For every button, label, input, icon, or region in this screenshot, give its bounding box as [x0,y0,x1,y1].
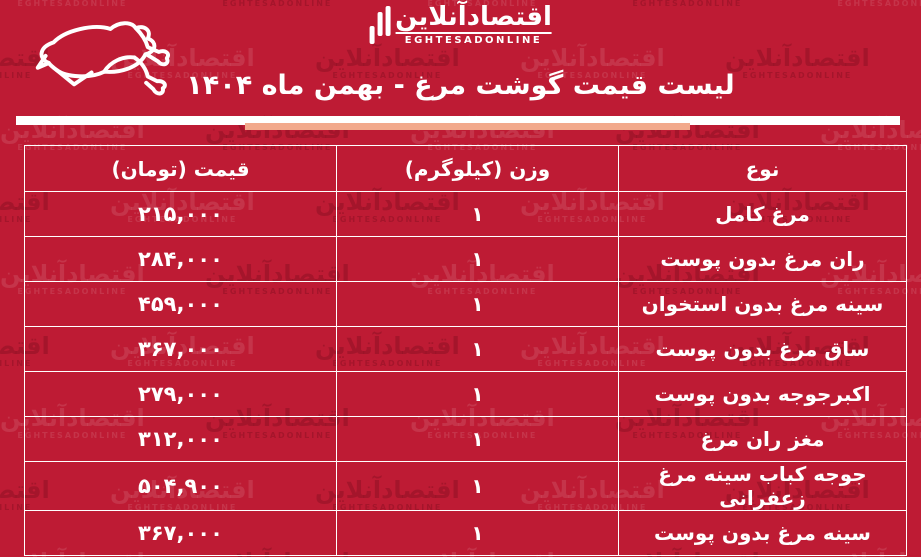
price-cell: ۳۶۷,۰۰۰ [24,510,337,556]
type-cell: ران مرغ بدون پوست [618,236,907,282]
price-table-body: مرغ کامل ۱ ۲۱۵,۰۰۰ ران مرغ بدون پوست ۱ ۲۸۴,۰۰… [24,191,907,556]
header-price: قیمت (تومان) [24,145,337,192]
divider-salmon-bar [245,123,690,130]
price-cell: ۲۱۵,۰۰۰ [24,191,337,237]
weight-cell: ۱ [336,236,619,282]
type-cell: سینه مرغ بدون استخوان [618,281,907,327]
type-cell: ساق مرغ بدون پوست [618,326,907,372]
table-row: ساق مرغ بدون پوست ۱ ۳۶۷,۰۰۰ [24,326,907,372]
weight-cell: ۱ [336,510,619,556]
brand-name-fa: اقتصادآنلاین [395,2,552,32]
type-cell: جوجه کباب سینه مرغ زعفرانی [618,461,907,511]
header-type: نوع [618,145,907,192]
weight-cell: ۱ [336,461,619,511]
table-row: سینه مرغ بدون پوست ۱ ۳۶۷,۰۰۰ [24,510,907,556]
price-cell: ۳۶۷,۰۰۰ [24,326,337,372]
divider-white-bar [16,116,900,125]
chicken-illustration-icon [35,21,171,96]
header-weight: وزن (کیلوگرم) [336,145,619,192]
logo-bars-icon [369,4,391,44]
table-row: جوجه کباب سینه مرغ زعفرانی ۱ ۵۰۴,۹۰۰ [24,461,907,511]
weight-cell: ۱ [336,416,619,462]
table-row: ران مرغ بدون پوست ۱ ۲۸۴,۰۰۰ [24,236,907,282]
page-title: لیست قیمت گوشت مرغ - بهمن ماه ۱۴۰۴ [186,70,735,101]
price-cell: ۴۵۹,۰۰۰ [24,281,337,327]
price-cell: ۲۸۴,۰۰۰ [24,236,337,282]
table-row: سینه مرغ بدون استخوان ۱ ۴۵۹,۰۰۰ [24,281,907,327]
table-row: مغز ران مرغ ۱ ۳۱۲,۰۰۰ [24,416,907,462]
type-cell: سینه مرغ بدون پوست [618,510,907,556]
type-cell: مرغ کامل [618,191,907,237]
weight-cell: ۱ [336,191,619,237]
table-row: مرغ کامل ۱ ۲۱۵,۰۰۰ [24,191,907,237]
table-header-row: نوع وزن (کیلوگرم) قیمت (تومان) [24,145,907,192]
brand-name-en: EGHTESADONLINE [395,32,552,46]
brand-logo: اقتصادآنلاین EGHTESADONLINE [369,2,552,46]
table-row: اکبرجوجه بدون پوست ۱ ۲۷۹,۰۰۰ [24,371,907,417]
type-cell: اکبرجوجه بدون پوست [618,371,907,417]
price-table: نوع وزن (کیلوگرم) قیمت (تومان) مرغ کامل ۱… [24,145,907,556]
price-cell: ۲۷۹,۰۰۰ [24,371,337,417]
weight-cell: ۱ [336,371,619,417]
price-cell: ۵۰۴,۹۰۰ [24,461,337,511]
weight-cell: ۱ [336,281,619,327]
type-cell: مغز ران مرغ [618,416,907,462]
weight-cell: ۱ [336,326,619,372]
price-cell: ۳۱۲,۰۰۰ [24,416,337,462]
